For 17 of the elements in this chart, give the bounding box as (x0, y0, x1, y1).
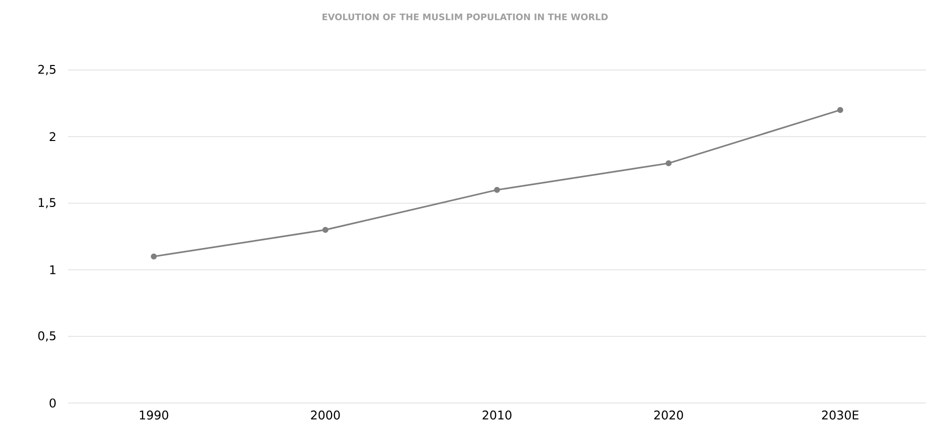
point (322, 226, 328, 233)
point (837, 106, 844, 113)
y-tick-label: 0 (50, 398, 56, 408)
x-tick-label: 1990 (140, 410, 168, 420)
x-tick-label: 2010 (482, 410, 512, 420)
x-tick-label: 2000 (311, 410, 340, 420)
x-tick-label: 2020 (654, 410, 684, 420)
point (494, 186, 500, 193)
y-tick-label: 1 (50, 265, 56, 274)
point (666, 160, 672, 166)
y-tick-label: 2 (50, 132, 56, 142)
chart-title: EVOLUTION OF THE MUSLIM POPULATION IN THE WORLD (322, 14, 608, 20)
y-tick-label: 1,5 (38, 198, 56, 208)
point (150, 253, 157, 260)
y-tick-label: 0,5 (38, 331, 56, 342)
y-tick-label: 2,5 (38, 64, 56, 76)
x-tick-label: 2030E (822, 410, 858, 420)
